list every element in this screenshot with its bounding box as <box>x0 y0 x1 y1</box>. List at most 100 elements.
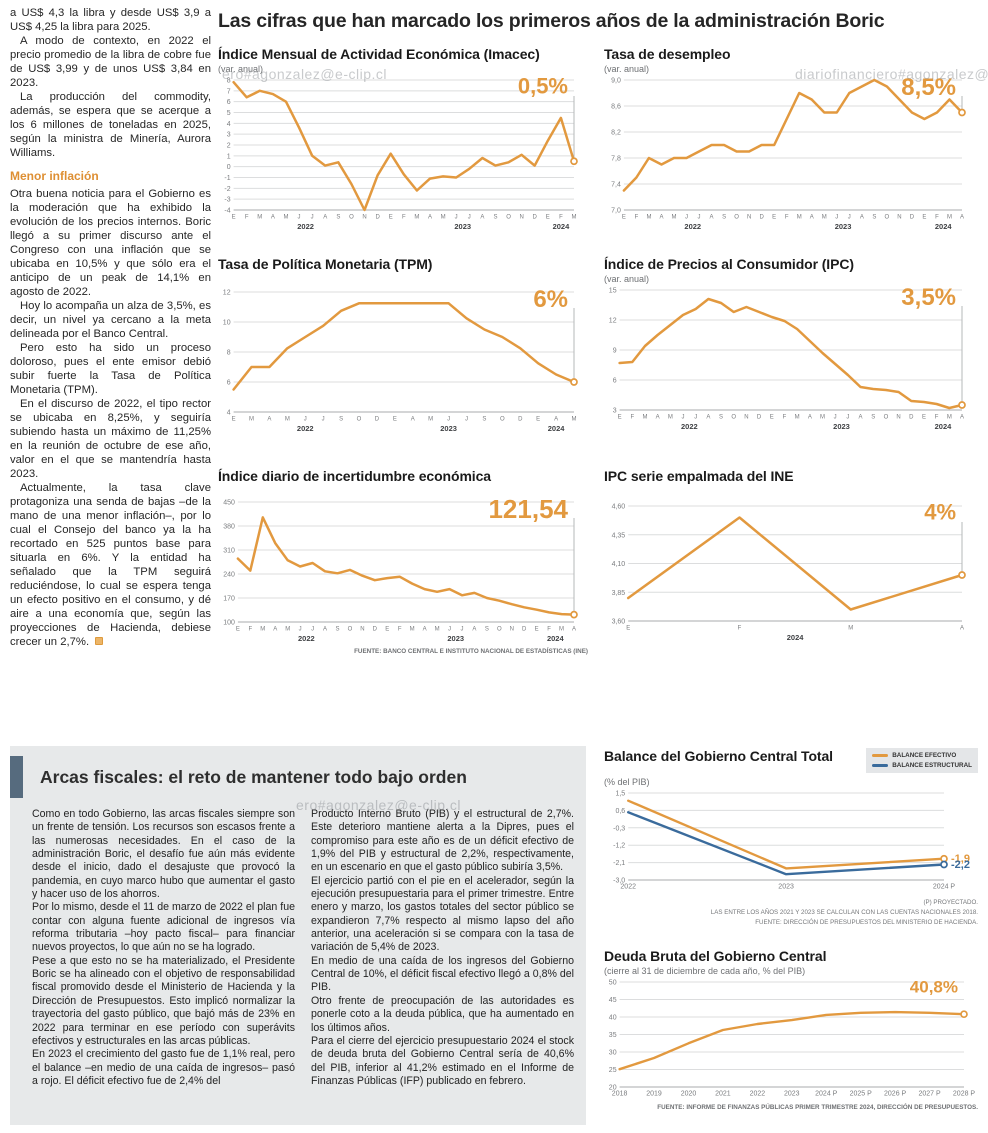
ipc-chart-block: Índice de Precios al Consumidor (IPC) (v… <box>604 256 976 434</box>
svg-text:J: J <box>694 415 697 421</box>
svg-text:4,60: 4,60 <box>612 504 626 511</box>
svg-text:2026 P: 2026 P <box>884 1091 907 1098</box>
svg-text:3: 3 <box>613 408 617 415</box>
desempleo-chart-title: Tasa de desempleo <box>604 46 731 62</box>
svg-text:A: A <box>271 215 275 221</box>
svg-text:2021: 2021 <box>715 1091 731 1098</box>
tpm-chart-block: Tasa de Política Monetaria (TPM) 12 10 8 6 4… <box>218 256 588 436</box>
svg-text:0,5%: 0,5% <box>518 74 568 99</box>
svg-text:-1,9: -1,9 <box>951 853 970 865</box>
svg-text:J: J <box>298 215 301 221</box>
svg-text:8,5%: 8,5% <box>901 74 956 101</box>
svg-text:3,85: 3,85 <box>612 590 626 597</box>
svg-text:A: A <box>659 215 663 221</box>
desempleo-chart-subtitle: (var. anual) <box>604 64 650 75</box>
deuda-chart-block: Deuda Bruta del Gobierno Central (cierre… <box>604 948 978 1111</box>
svg-text:M: M <box>642 415 647 421</box>
svg-text:D: D <box>910 215 915 221</box>
empalmada-line-chart: 4,60 4,35 4,10 3,85 3,60 E F M A 2024 4% <box>604 500 976 645</box>
svg-text:E: E <box>232 215 236 221</box>
paragraph: En medio de una caída de los ingresos de… <box>311 954 574 994</box>
svg-text:2019: 2019 <box>646 1091 662 1098</box>
fiscal-panel: Arcas fiscales: el reto de mantener todo… <box>10 746 586 1125</box>
balance-legend: BALANCE EFECTIVO BALANCE ESTRUCTURAL <box>866 748 978 773</box>
svg-text:M: M <box>572 215 577 221</box>
article-last-text: Actualmente, la tasa clave protagoniza u… <box>10 481 211 648</box>
svg-text:6: 6 <box>227 380 231 387</box>
svg-text:M: M <box>797 215 802 221</box>
svg-text:N: N <box>510 627 514 633</box>
svg-text:F: F <box>402 215 406 221</box>
svg-text:A: A <box>480 215 484 221</box>
svg-text:8: 8 <box>227 350 231 357</box>
fiscal-column-1: Como en todo Gobierno, las arcas fiscale… <box>32 808 295 1088</box>
svg-text:12: 12 <box>223 290 231 297</box>
svg-text:121,54: 121,54 <box>488 496 568 524</box>
svg-text:E: E <box>618 415 622 421</box>
svg-text:F: F <box>630 415 634 421</box>
svg-text:1,5: 1,5 <box>615 791 625 798</box>
svg-text:2024 P: 2024 P <box>815 1091 838 1098</box>
svg-text:N: N <box>362 215 366 221</box>
svg-text:M: M <box>559 627 564 633</box>
svg-text:A: A <box>960 626 964 632</box>
fiscal-column-2: Producto Interno Bruto (PIB) y el estruc… <box>311 808 574 1088</box>
svg-text:J: J <box>455 215 458 221</box>
svg-text:E: E <box>546 215 550 221</box>
svg-text:E: E <box>236 627 240 633</box>
deuda-chart-subtitle: (cierre al 31 de diciembre de cada año, … <box>604 966 806 977</box>
svg-text:240: 240 <box>223 572 235 579</box>
svg-text:6: 6 <box>613 378 617 385</box>
svg-text:S: S <box>719 415 723 421</box>
svg-text:20: 20 <box>609 1085 617 1092</box>
balance-chart-header: Balance del Gobierno Central Total BALAN… <box>604 748 978 775</box>
svg-text:S: S <box>335 627 339 633</box>
imacec-line-chart: 8 7 6 5 4 3 2 1 0 -1 -2 -3 -4 E F M A M J J A S O N D E F M A M J J A S O N… <box>218 74 588 234</box>
svg-text:S: S <box>485 627 489 633</box>
svg-text:9,0: 9,0 <box>611 78 621 85</box>
paragraph: Otra buena noticia para el Gobierno es l… <box>10 187 211 298</box>
svg-text:7,4: 7,4 <box>611 182 621 189</box>
svg-text:-0,3: -0,3 <box>613 825 625 832</box>
svg-text:D: D <box>518 417 523 423</box>
svg-text:F: F <box>935 215 939 221</box>
empalmada-chart-block: IPC serie empalmada del INE 4,60 4,35 4,10… <box>604 468 976 645</box>
ipc-chart-title: Índice de Precios al Consumidor (IPC) <box>604 256 854 272</box>
deuda-line-chart: 50 45 40 35 30 25 20 2018 2019 2020 2021 2022 2023 20… <box>604 976 978 1102</box>
svg-text:D: D <box>522 627 527 633</box>
svg-text:E: E <box>622 215 626 221</box>
svg-text:1: 1 <box>227 153 231 160</box>
svg-text:F: F <box>935 415 939 421</box>
svg-text:12: 12 <box>609 318 617 325</box>
imacec-chart-subtitle: (var. anual) <box>218 64 264 75</box>
svg-text:2028 P: 2028 P <box>953 1091 976 1098</box>
paragraph: Producto Interno Bruto (PIB) y el estruc… <box>311 808 574 874</box>
svg-text:2022: 2022 <box>297 424 314 433</box>
svg-text:D: D <box>373 627 378 633</box>
svg-text:15: 15 <box>609 288 617 295</box>
svg-text:D: D <box>757 415 762 421</box>
svg-text:-1: -1 <box>224 175 230 182</box>
svg-text:N: N <box>744 415 748 421</box>
svg-text:M: M <box>947 215 952 221</box>
svg-text:0,6: 0,6 <box>615 808 625 815</box>
paragraph: (P) PROYECTADO. <box>923 899 978 906</box>
svg-text:2022: 2022 <box>298 634 315 643</box>
svg-text:A: A <box>273 627 277 633</box>
paragraph: Pese a que esto no se ha materializado, … <box>32 954 295 1047</box>
svg-text:2022: 2022 <box>684 222 701 231</box>
svg-text:A: A <box>656 415 660 421</box>
svg-text:E: E <box>770 415 774 421</box>
svg-text:N: N <box>897 215 901 221</box>
svg-text:2023: 2023 <box>454 222 471 231</box>
svg-text:O: O <box>349 215 354 221</box>
svg-text:2018: 2018 <box>612 1091 628 1098</box>
paragraph: Como en todo Gobierno, las arcas fiscale… <box>32 808 295 901</box>
svg-text:M: M <box>428 417 433 423</box>
svg-text:M: M <box>285 417 290 423</box>
tpm-chart-title: Tasa de Política Monetaria (TPM) <box>218 256 433 272</box>
svg-text:2024: 2024 <box>547 634 565 643</box>
svg-text:380: 380 <box>223 524 235 531</box>
svg-text:310: 310 <box>223 548 235 555</box>
svg-text:M: M <box>820 415 825 421</box>
